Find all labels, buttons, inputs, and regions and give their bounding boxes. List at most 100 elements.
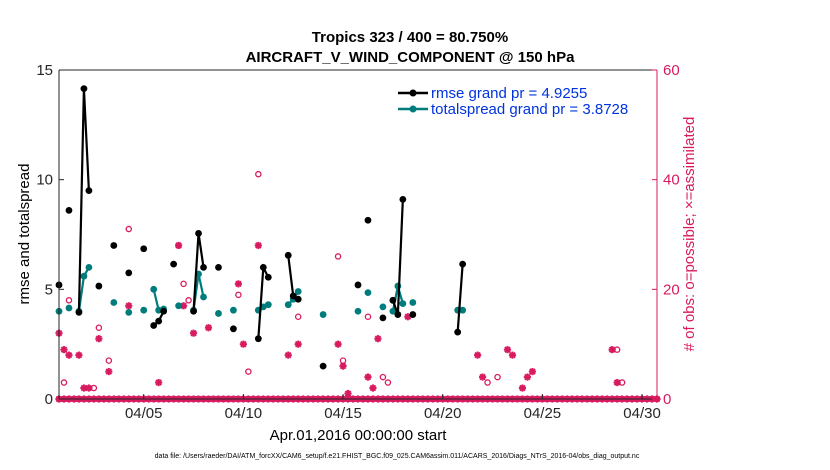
- obs-assimilated-point: [478, 373, 487, 381]
- totalspread-point: [215, 310, 222, 317]
- right-y-axis-label: # of obs: o=possible; ×=assimilated: [681, 117, 698, 352]
- rmse-point: [409, 311, 417, 318]
- totalspread-point: [150, 285, 158, 293]
- rmse-point: [195, 230, 202, 237]
- obs-assimilated-point: [239, 340, 247, 348]
- obs-possible-point: [105, 357, 113, 364]
- totalspread-point: [140, 306, 148, 314]
- obs-possible-point: [65, 297, 73, 304]
- legend: rmse grand pr = 4.9255 totalspread grand…: [395, 78, 655, 120]
- obs-assimilated-point: [503, 346, 512, 354]
- obs-assimilated-point: [75, 351, 83, 359]
- rmse-point: [394, 311, 402, 318]
- rmse-point: [389, 296, 397, 304]
- obs-possible-point: [379, 373, 387, 381]
- legend-rmse-swatch-marker: [409, 89, 417, 97]
- rmse-point: [289, 292, 297, 300]
- rmse-point: [150, 322, 158, 329]
- totalspread-point: [379, 303, 387, 311]
- obs-assimilated-point: [85, 384, 93, 392]
- obs-assimilated-point: [523, 373, 532, 381]
- obs-possible-point: [185, 297, 192, 304]
- totalspread-point: [200, 293, 207, 301]
- obs-assimilated-point: [125, 302, 133, 310]
- rmse-point: [125, 269, 133, 277]
- legend-box: [395, 78, 655, 120]
- obs-assimilated-point: [175, 241, 183, 250]
- rmse-point: [200, 264, 207, 271]
- legend-rmse-label: rmse grand pr = 4.9255: [431, 85, 587, 102]
- obs-possible-point: [294, 313, 302, 320]
- obs-possible-point: [235, 291, 242, 299]
- obs-assimilated-point: [613, 378, 621, 387]
- obs-possible-point: [255, 170, 262, 178]
- obs-assimilated-point: [284, 351, 292, 359]
- totalspread-point: [80, 272, 88, 280]
- rmse-point: [294, 295, 302, 303]
- rmse-point: [170, 260, 178, 268]
- x-tick-label: 04/10: [225, 405, 263, 422]
- totalspread-point: [85, 264, 93, 271]
- x-axis-label: Apr.01,2016 00:00:00 start: [270, 427, 448, 444]
- left-y-tick-label: 5: [45, 281, 53, 298]
- totalspread-point: [65, 304, 73, 312]
- obs-assimilated-point: [60, 346, 68, 354]
- obs-assimilated-point: [334, 340, 342, 348]
- totalspread-point: [399, 300, 407, 307]
- obs-possible-point: [125, 225, 133, 233]
- totalspread-point: [389, 307, 397, 315]
- rmse-point: [80, 85, 88, 93]
- rmse-point: [399, 196, 407, 203]
- rmse-point: [65, 206, 73, 214]
- obs-possible-point: [60, 379, 68, 386]
- obs-assimilated-point: [155, 378, 163, 387]
- rmse-point: [75, 308, 83, 316]
- right-y-ticks: 0 20 40 60: [652, 62, 680, 408]
- obs-assimilated-point: [508, 351, 517, 359]
- rmse-point: [230, 325, 237, 333]
- obs-assimilated-point: [204, 324, 213, 332]
- obs-possible-point: [484, 379, 491, 386]
- obs-assimilated-point: [369, 384, 377, 392]
- chart-title-line2: AIRCRAFT_V_WIND_COMPONENT @ 150 hPa: [246, 49, 576, 66]
- x-tick-label: 04/15: [324, 405, 362, 422]
- rmse-point: [215, 264, 222, 271]
- obs-possible-point: [334, 253, 342, 260]
- right-y-tick-label: 20: [663, 281, 680, 298]
- rmse-point: [264, 273, 272, 281]
- left-y-axis-label: rmse and totalspread: [16, 164, 33, 305]
- footer-data-file: data file: /Users/raeder/DAI/ATM_forcXX/…: [155, 453, 640, 460]
- rmse-point: [459, 260, 467, 268]
- obs-assimilated-point: [344, 389, 352, 398]
- left-y-tick-label: 0: [45, 391, 53, 408]
- rmse-line-segment: [456, 264, 464, 333]
- legend-spread-label: totalspread grand pr = 3.8728: [431, 101, 628, 118]
- x-tick-label: 04/25: [524, 405, 562, 422]
- totalspread-point: [409, 299, 417, 306]
- totalspread-point: [175, 302, 183, 310]
- rmse-point: [95, 282, 103, 290]
- totalspread-point: [125, 308, 133, 316]
- x-tick-label: 04/05: [125, 405, 163, 422]
- obs-assimilated-point: [474, 351, 482, 359]
- obs-possible-point: [364, 313, 372, 320]
- obs-assimilated-point: [95, 335, 103, 343]
- rmse-point: [110, 242, 118, 249]
- left-y-tick-label: 15: [36, 62, 53, 79]
- obs-possible-point: [180, 280, 187, 288]
- totalspread-point: [110, 299, 118, 306]
- plot-area: [59, 70, 657, 399]
- rmse-point: [254, 335, 262, 343]
- rmse-point: [454, 328, 462, 336]
- right-y-tick-label: 40: [663, 172, 680, 189]
- obs-possible-point: [494, 373, 501, 381]
- totalspread-point: [294, 288, 302, 295]
- rmse-point: [354, 281, 362, 289]
- totalspread-point: [319, 311, 327, 318]
- x-tick-label: 04/20: [424, 405, 462, 422]
- obs-assimilated-point: [254, 241, 262, 250]
- obs-assimilated-point: [374, 335, 382, 343]
- rmse-point: [190, 307, 197, 315]
- obs-assimilated-point: [189, 329, 198, 337]
- obs-assimilated-point: [608, 346, 616, 354]
